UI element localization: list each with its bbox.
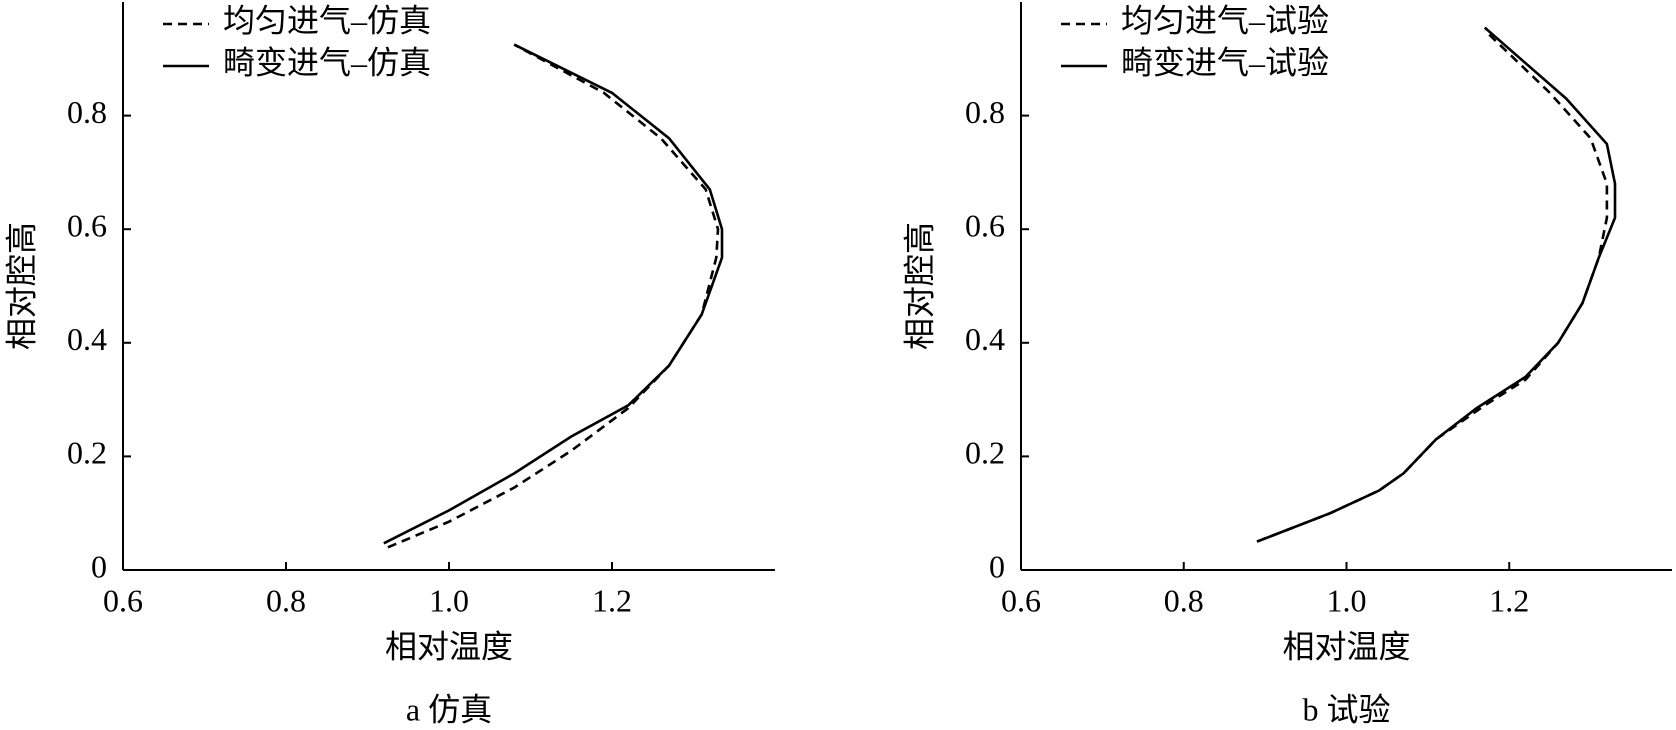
y-tick-label: 0.2: [67, 435, 107, 471]
y-tick-label: 0.2: [965, 435, 1005, 471]
x-tick-label: 0.6: [1001, 582, 1041, 618]
data-line: [1256, 26, 1617, 543]
legend-label: 均匀进气–试验: [1121, 2, 1329, 38]
y-tick-label: 0: [91, 548, 107, 584]
y-tick-label: 0.8: [67, 94, 107, 130]
chart-title: a 仿真: [406, 691, 492, 727]
x-tick-label: 0.8: [1164, 582, 1204, 618]
x-tick-label: 1.2: [592, 582, 632, 618]
y-tick-label: 0.8: [965, 94, 1005, 130]
y-axis-label: 相对腔高: [901, 222, 937, 350]
y-tick-label: 0.4: [965, 321, 1005, 357]
y-tick-label: 0.6: [67, 208, 107, 244]
x-axis-label: 相对温度: [1282, 628, 1410, 664]
y-tick-label: 0.4: [67, 321, 107, 357]
x-tick-label: 1.2: [1489, 582, 1529, 618]
x-axis-label: 相对温度: [385, 628, 513, 664]
legend-label: 均匀进气–仿真: [223, 2, 431, 38]
data-line: [383, 43, 724, 545]
x-tick-label: 1.0: [1327, 582, 1367, 618]
y-tick-label: 0.6: [965, 208, 1005, 244]
y-tick-label: 0: [989, 548, 1005, 584]
chart-title: b 试验: [1302, 691, 1390, 727]
legend-label: 畸变进气–试验: [1121, 44, 1329, 80]
x-tick-label: 1.0: [429, 582, 469, 618]
data-line: [1256, 29, 1609, 543]
legend-label: 畸变进气–仿真: [223, 44, 431, 80]
y-axis-label: 相对腔高: [3, 222, 39, 350]
x-tick-label: 0.6: [103, 582, 143, 618]
data-line: [387, 43, 720, 549]
x-tick-label: 0.8: [266, 582, 306, 618]
